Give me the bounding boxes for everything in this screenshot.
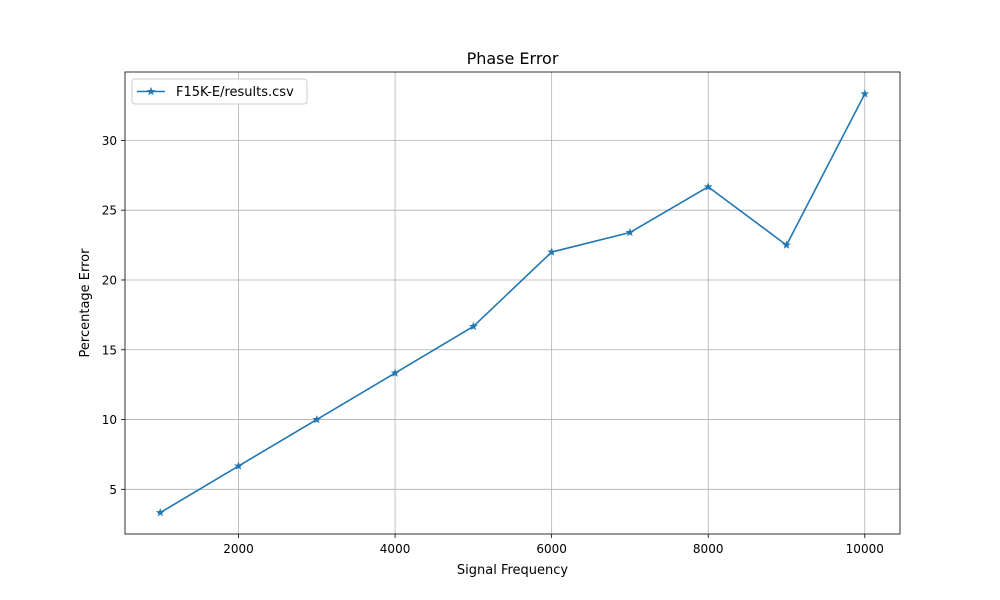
x-axis: 2000 4000 6000 8000 10000 (223, 534, 884, 556)
data-point (312, 414, 322, 424)
data-point (860, 89, 870, 98)
data-point (234, 461, 243, 470)
x-tick-label: 2000 (223, 542, 254, 556)
series-layer (155, 89, 870, 517)
data-point (547, 247, 557, 256)
x-tick-label: 4000 (380, 542, 411, 556)
y-axis: 5 10 15 20 25 30 (102, 134, 125, 497)
y-tick-label: 20 (102, 273, 117, 287)
legend: F15K-E/results.csv (131, 78, 308, 105)
y-axis-label: Percentage Error (78, 248, 93, 358)
series-line (159, 93, 866, 514)
grid (125, 72, 900, 534)
y-tick-label: 25 (102, 204, 117, 218)
y-tick-label: 5 (109, 483, 117, 497)
data-point (390, 368, 400, 377)
y-tick-label: 15 (102, 343, 117, 357)
legend-label: F15K-E/results.csv (176, 85, 294, 100)
plot-frame (124, 71, 901, 535)
y-tick-label: 30 (102, 134, 117, 148)
chart-title: Phase Error (467, 49, 559, 68)
data-point (782, 240, 791, 249)
legend-box (131, 78, 308, 105)
data-point (155, 508, 165, 517)
data-point (703, 182, 713, 191)
x-tick-label: 10000 (846, 542, 884, 556)
x-axis-label: Signal Frequency (457, 563, 569, 578)
y-tick-label: 10 (102, 413, 117, 427)
x-tick-label: 8000 (693, 542, 724, 556)
x-tick-label: 6000 (536, 542, 567, 556)
legend-marker-icon (146, 86, 156, 96)
data-point (625, 227, 635, 237)
data-point (468, 321, 478, 331)
